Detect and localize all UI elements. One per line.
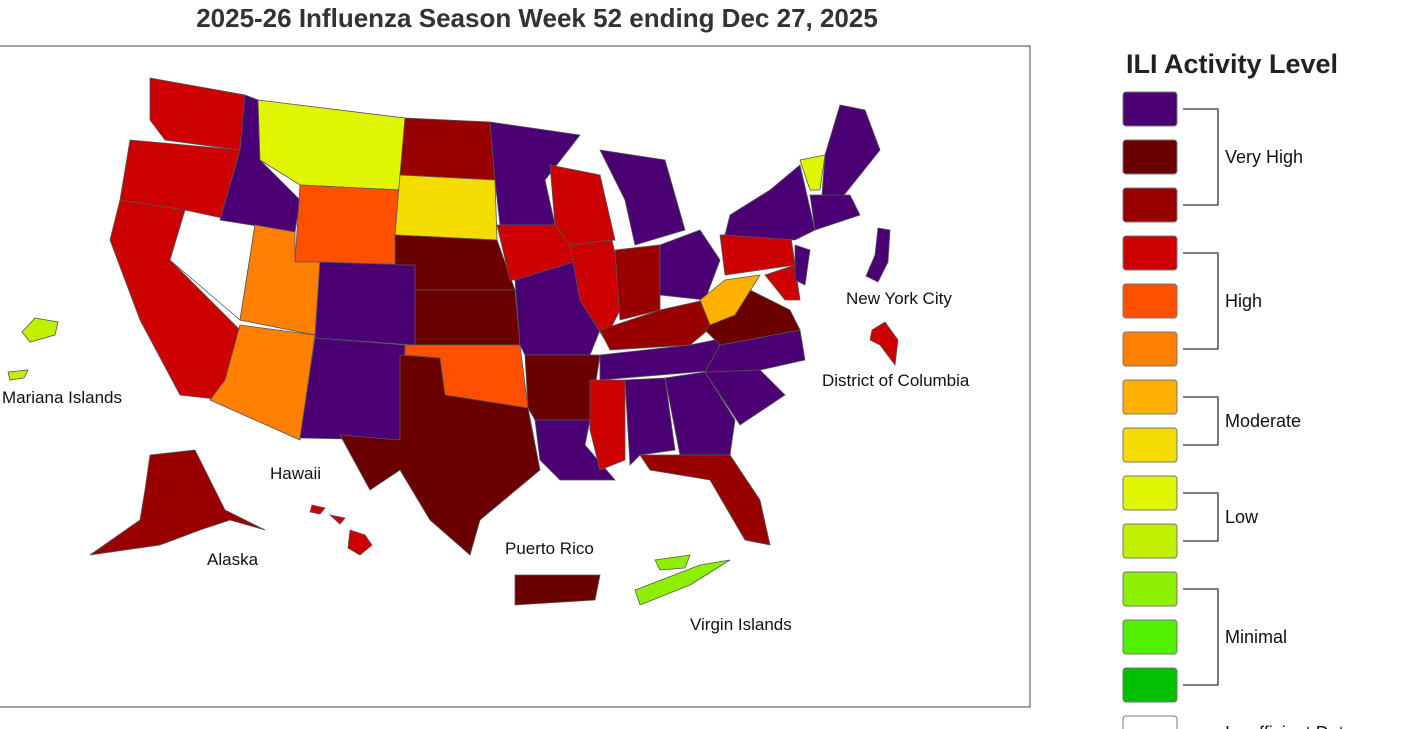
state <box>394 174 498 241</box>
virgin-islands <box>634 559 731 606</box>
state <box>209 324 316 441</box>
legend-swatch <box>1122 523 1178 559</box>
state <box>524 354 601 421</box>
legend-bracket <box>1183 492 1219 542</box>
state <box>314 261 416 346</box>
legend-label: Very High <box>1225 147 1303 167</box>
legend-bracket <box>1183 252 1219 350</box>
state <box>339 354 541 556</box>
states <box>7 77 899 606</box>
legend-title: ILI Activity Level <box>1126 49 1338 79</box>
map-label: Hawaii <box>270 464 321 483</box>
legend-swatch <box>1122 235 1178 271</box>
state <box>614 244 661 321</box>
page-title: 2025-26 Influenza Season Week 52 ending … <box>196 3 878 33</box>
legend-label: Low <box>1225 507 1259 527</box>
legend-swatch <box>1122 187 1178 223</box>
dc-inset <box>869 321 899 367</box>
state <box>699 274 761 326</box>
virgin-islands <box>654 554 691 571</box>
state <box>809 194 861 231</box>
legend-swatch <box>1122 283 1178 319</box>
legend-swatch <box>1122 571 1178 607</box>
state <box>794 244 811 286</box>
map-label: Alaska <box>207 550 259 569</box>
legend-swatch <box>1122 91 1178 127</box>
state <box>624 377 676 466</box>
state <box>414 289 521 346</box>
legend: Very High High Moderate Low Minimal Insuffici… <box>1122 91 1355 729</box>
state <box>589 379 626 471</box>
legend-swatch <box>1122 331 1178 367</box>
state <box>664 371 736 456</box>
state <box>659 229 721 301</box>
legend-label: Minimal <box>1225 627 1287 647</box>
legend-swatch <box>1122 427 1178 463</box>
hawaii <box>309 504 326 515</box>
legend-swatch <box>1122 667 1178 703</box>
legend-bracket <box>1183 108 1219 206</box>
mariana-islands <box>7 369 29 381</box>
hawaii <box>347 529 373 556</box>
legend-bracket <box>1183 588 1219 686</box>
nyc-inset <box>865 227 891 283</box>
hawaii <box>328 514 346 525</box>
legend-swatch <box>1122 619 1178 655</box>
legend-label: High <box>1225 291 1262 311</box>
legend-label: Insufficient Data <box>1225 723 1355 729</box>
map-label: Mariana Islands <box>2 388 122 407</box>
alaska <box>89 449 266 556</box>
legend-bracket <box>1183 396 1219 446</box>
legend-swatch <box>1122 379 1178 415</box>
state <box>399 117 496 181</box>
map-label: New York City <box>846 289 952 308</box>
state <box>799 154 826 191</box>
state <box>149 77 246 151</box>
state <box>299 337 406 441</box>
map-label: District of Columbia <box>822 371 970 390</box>
legend-swatch <box>1122 475 1178 511</box>
state <box>599 149 686 246</box>
puerto-rico <box>514 574 601 606</box>
state <box>764 264 801 301</box>
state <box>294 184 401 266</box>
legend-swatch <box>1122 139 1178 175</box>
legend-label: Moderate <box>1225 411 1301 431</box>
state <box>569 239 626 341</box>
legend-swatch <box>1122 715 1178 729</box>
mariana-islands <box>21 317 59 343</box>
map-label: Puerto Rico <box>505 539 594 558</box>
map-label: Virgin Islands <box>690 615 792 634</box>
state <box>639 454 771 546</box>
